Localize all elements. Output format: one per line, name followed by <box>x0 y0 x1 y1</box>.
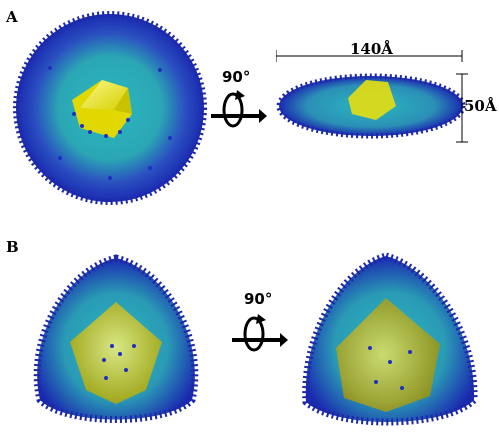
panel-b-label: B <box>6 238 19 256</box>
width-dimension-label: 140Å <box>350 40 393 58</box>
rotation-label-a: 90° <box>222 68 251 86</box>
dimension-lines-a <box>276 50 468 143</box>
rotation-label-b: 90° <box>244 290 273 308</box>
gold-core <box>336 298 440 412</box>
gold-core <box>72 80 132 138</box>
nanoparticle-side-view-a <box>276 73 466 139</box>
gold-core <box>70 302 162 404</box>
nanoparticle-top-view-a <box>13 11 207 205</box>
nanoparticle-top-view-b <box>33 254 199 423</box>
rotation-arrow-a <box>211 90 267 128</box>
nanoparticle-side-view-b <box>302 252 478 426</box>
height-dimension-label: 50Å <box>464 97 497 115</box>
rotation-arrow-b <box>232 314 288 352</box>
panel-a-label: A <box>6 8 18 26</box>
gold-core <box>348 80 396 120</box>
